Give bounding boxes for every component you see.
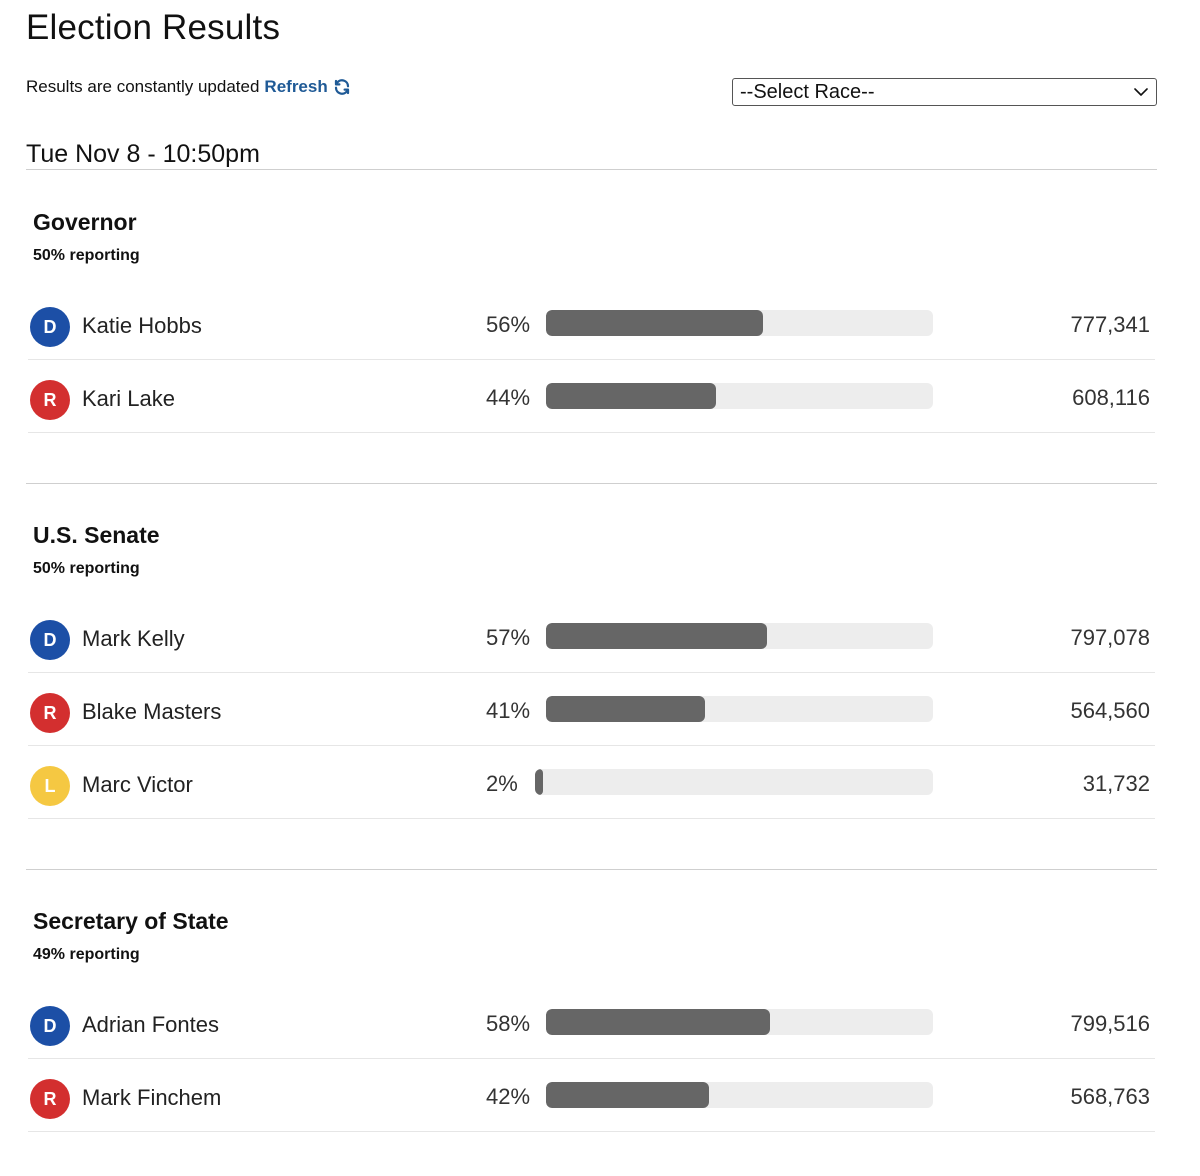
candidate-row: L Marc Victor 2% 31,732 [28, 746, 1155, 819]
candidate-name: Blake Masters [82, 699, 222, 724]
candidate-votes: 777,341 [1070, 312, 1150, 337]
candidate-votes: 568,763 [1070, 1084, 1150, 1109]
vote-bar-track [535, 769, 933, 795]
candidate-votes: 608,116 [1072, 385, 1150, 410]
race-name: Secretary of State [33, 908, 229, 934]
refresh-link[interactable]: Refresh [264, 77, 350, 97]
vote-bar-track [546, 623, 933, 649]
update-line: Results are constantly updated Refresh [26, 77, 351, 97]
vote-bar-fill [546, 623, 767, 649]
party-badge: D [30, 620, 70, 660]
race-reporting: 50% reporting [33, 247, 140, 264]
vote-bar-fill [546, 696, 705, 722]
race-select[interactable]: --Select Race-- [732, 78, 1157, 106]
vote-bar-track [546, 310, 933, 336]
vote-bar-track [546, 696, 933, 722]
race-name: U.S. Senate [33, 522, 160, 548]
candidate-row: R Blake Masters 41% 564,560 [28, 673, 1155, 746]
candidate-row: R Kari Lake 44% 608,116 [28, 360, 1155, 433]
candidate-votes: 31,732 [1082, 771, 1150, 796]
race-reporting: 49% reporting [33, 946, 140, 963]
vote-bar-fill [546, 1082, 709, 1108]
race-divider [26, 483, 1157, 484]
candidate-votes: 564,560 [1070, 698, 1150, 723]
candidate-row: R Mark Finchem 42% 568,763 [28, 1059, 1155, 1132]
candidate-percent: 2% [486, 771, 518, 796]
candidate-percent: 56% [486, 312, 531, 337]
results-timestamp: Tue Nov 8 - 10:50pm [26, 140, 260, 168]
party-badge: R [30, 693, 70, 733]
race-name: Governor [33, 209, 137, 235]
candidate-votes: 799,516 [1070, 1011, 1150, 1036]
party-badge: D [30, 307, 70, 347]
candidate-percent: 41% [486, 698, 531, 723]
candidate-row: D Katie Hobbs 56% 777,341 [28, 287, 1155, 360]
vote-bar-track [546, 383, 933, 409]
page-title: Election Results [26, 8, 281, 47]
candidate-name: Adrian Fontes [82, 1012, 219, 1037]
update-text: Results are constantly updated [26, 77, 260, 96]
vote-bar-fill [546, 1009, 770, 1035]
candidate-name: Marc Victor [82, 772, 193, 797]
candidate-votes: 797,078 [1070, 625, 1150, 650]
candidate-name: Mark Finchem [82, 1085, 222, 1110]
timestamp-divider [26, 169, 1157, 170]
refresh-label: Refresh [264, 77, 328, 96]
race-select-value: --Select Race-- [740, 80, 875, 103]
candidate-name: Katie Hobbs [82, 313, 202, 338]
vote-bar-fill [535, 769, 543, 795]
vote-bar-fill [546, 310, 763, 336]
party-badge: D [30, 1006, 70, 1046]
vote-bar-track [546, 1082, 933, 1108]
candidate-percent: 57% [486, 625, 531, 650]
candidate-percent: 42% [486, 1084, 531, 1109]
vote-bar-fill [546, 383, 716, 409]
candidate-percent: 58% [486, 1011, 531, 1036]
vote-bar-track [546, 1009, 933, 1035]
candidate-row: D Adrian Fontes 58% 799,516 [28, 986, 1155, 1059]
race-divider [26, 869, 1157, 870]
party-badge: L [30, 766, 70, 806]
candidate-row: D Mark Kelly 57% 797,078 [28, 600, 1155, 673]
race-reporting: 50% reporting [33, 560, 140, 577]
chevron-down-icon [1134, 88, 1148, 96]
candidate-name: Kari Lake [82, 386, 175, 411]
party-badge: R [30, 1079, 70, 1119]
refresh-icon[interactable] [333, 78, 351, 96]
candidate-name: Mark Kelly [82, 626, 185, 651]
candidate-percent: 44% [486, 385, 531, 410]
party-badge: R [30, 380, 70, 420]
